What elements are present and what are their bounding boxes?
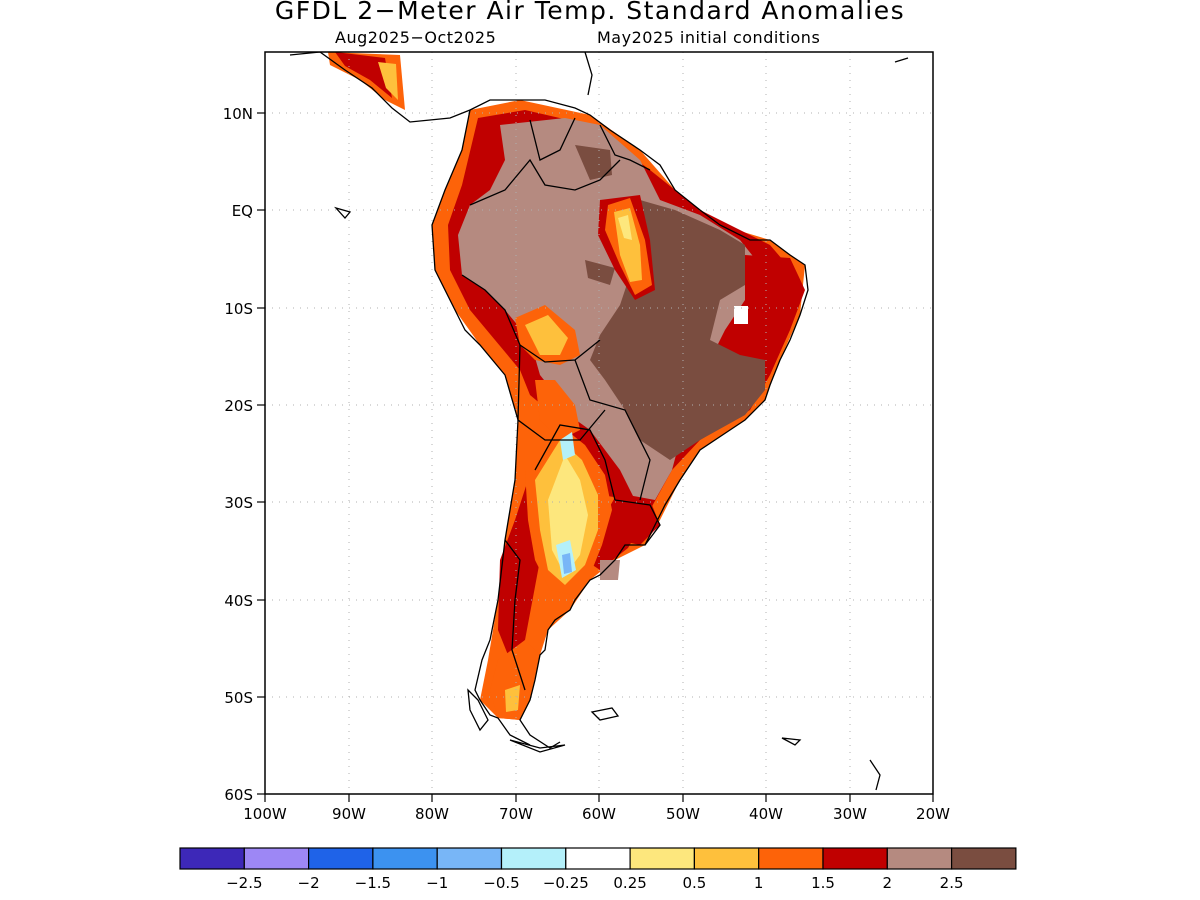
colorbar-label: 0.25 [613, 874, 646, 892]
lat-label: 50S [224, 689, 253, 707]
lat-label: 60S [224, 786, 253, 804]
colorbar-label: −1 [426, 874, 448, 892]
lon-label: 80W [415, 805, 449, 823]
lat-label: 10S [224, 300, 253, 318]
colorbar-swatch [500, 847, 567, 870]
latitude-labels: 10N EQ 10S 20S 30S 40S 50S 60S [223, 105, 253, 804]
lat-label: 30S [224, 494, 253, 512]
lon-label: 90W [332, 805, 366, 823]
colorbar: −2.5 −2 −1.5 −1 −0.5 −0.25 0.25 0.5 1 1.5 2 2.5 [179, 847, 1017, 892]
colorbar-swatch [436, 847, 503, 870]
colorbar-label: 1.5 [811, 874, 835, 892]
anomaly-field [328, 52, 805, 720]
map-title: GFDL 2−Meter Air Temp. Standard Anomalie… [274, 0, 906, 25]
lon-label: 100W [243, 805, 287, 823]
colorbar-label: −2 [298, 874, 320, 892]
lon-label: 70W [499, 805, 533, 823]
lon-label: 50W [666, 805, 700, 823]
colorbar-label: −0.5 [483, 874, 519, 892]
colorbar-swatch [822, 847, 888, 870]
lon-label: 30W [833, 805, 867, 823]
lat-label: 20S [224, 397, 253, 415]
colorbar-label: 2.5 [940, 874, 964, 892]
longitude-labels: 100W 90W 80W 70W 60W 50W 40W 30W 20W [243, 805, 950, 823]
colorbar-swatch [565, 847, 631, 870]
colorbar-label: −2.5 [226, 874, 262, 892]
colorbar-label: 2 [883, 874, 893, 892]
subtitle-initial-conditions: May2025 initial conditions [597, 28, 821, 47]
colorbar-label: −1.5 [355, 874, 391, 892]
lon-label: 40W [749, 805, 783, 823]
colorbar-swatch [950, 847, 1017, 870]
colorbar-swatch [693, 847, 760, 870]
colorbar-label: 0.5 [682, 874, 706, 892]
colorbar-swatch [758, 847, 824, 870]
axis-ticks [257, 112, 934, 802]
colorbar-swatch [629, 847, 695, 870]
colorbar-label: 1 [754, 874, 764, 892]
lat-label: 10N [223, 105, 253, 123]
colorbar-swatch [179, 847, 245, 870]
colorbar-swatch [243, 847, 310, 870]
subtitle-period: Aug2025−Oct2025 [335, 28, 497, 47]
colorbar-swatch [886, 847, 953, 870]
map-gridlines [265, 52, 933, 794]
coastlines [289, 52, 909, 791]
colorbar-label: −0.25 [543, 874, 589, 892]
lat-label: EQ [232, 202, 253, 220]
colorbar-swatch [308, 847, 374, 870]
lat-label: 40S [224, 592, 253, 610]
lon-label: 60W [582, 805, 616, 823]
colorbar-swatch [372, 847, 438, 870]
lon-label: 20W [916, 805, 950, 823]
